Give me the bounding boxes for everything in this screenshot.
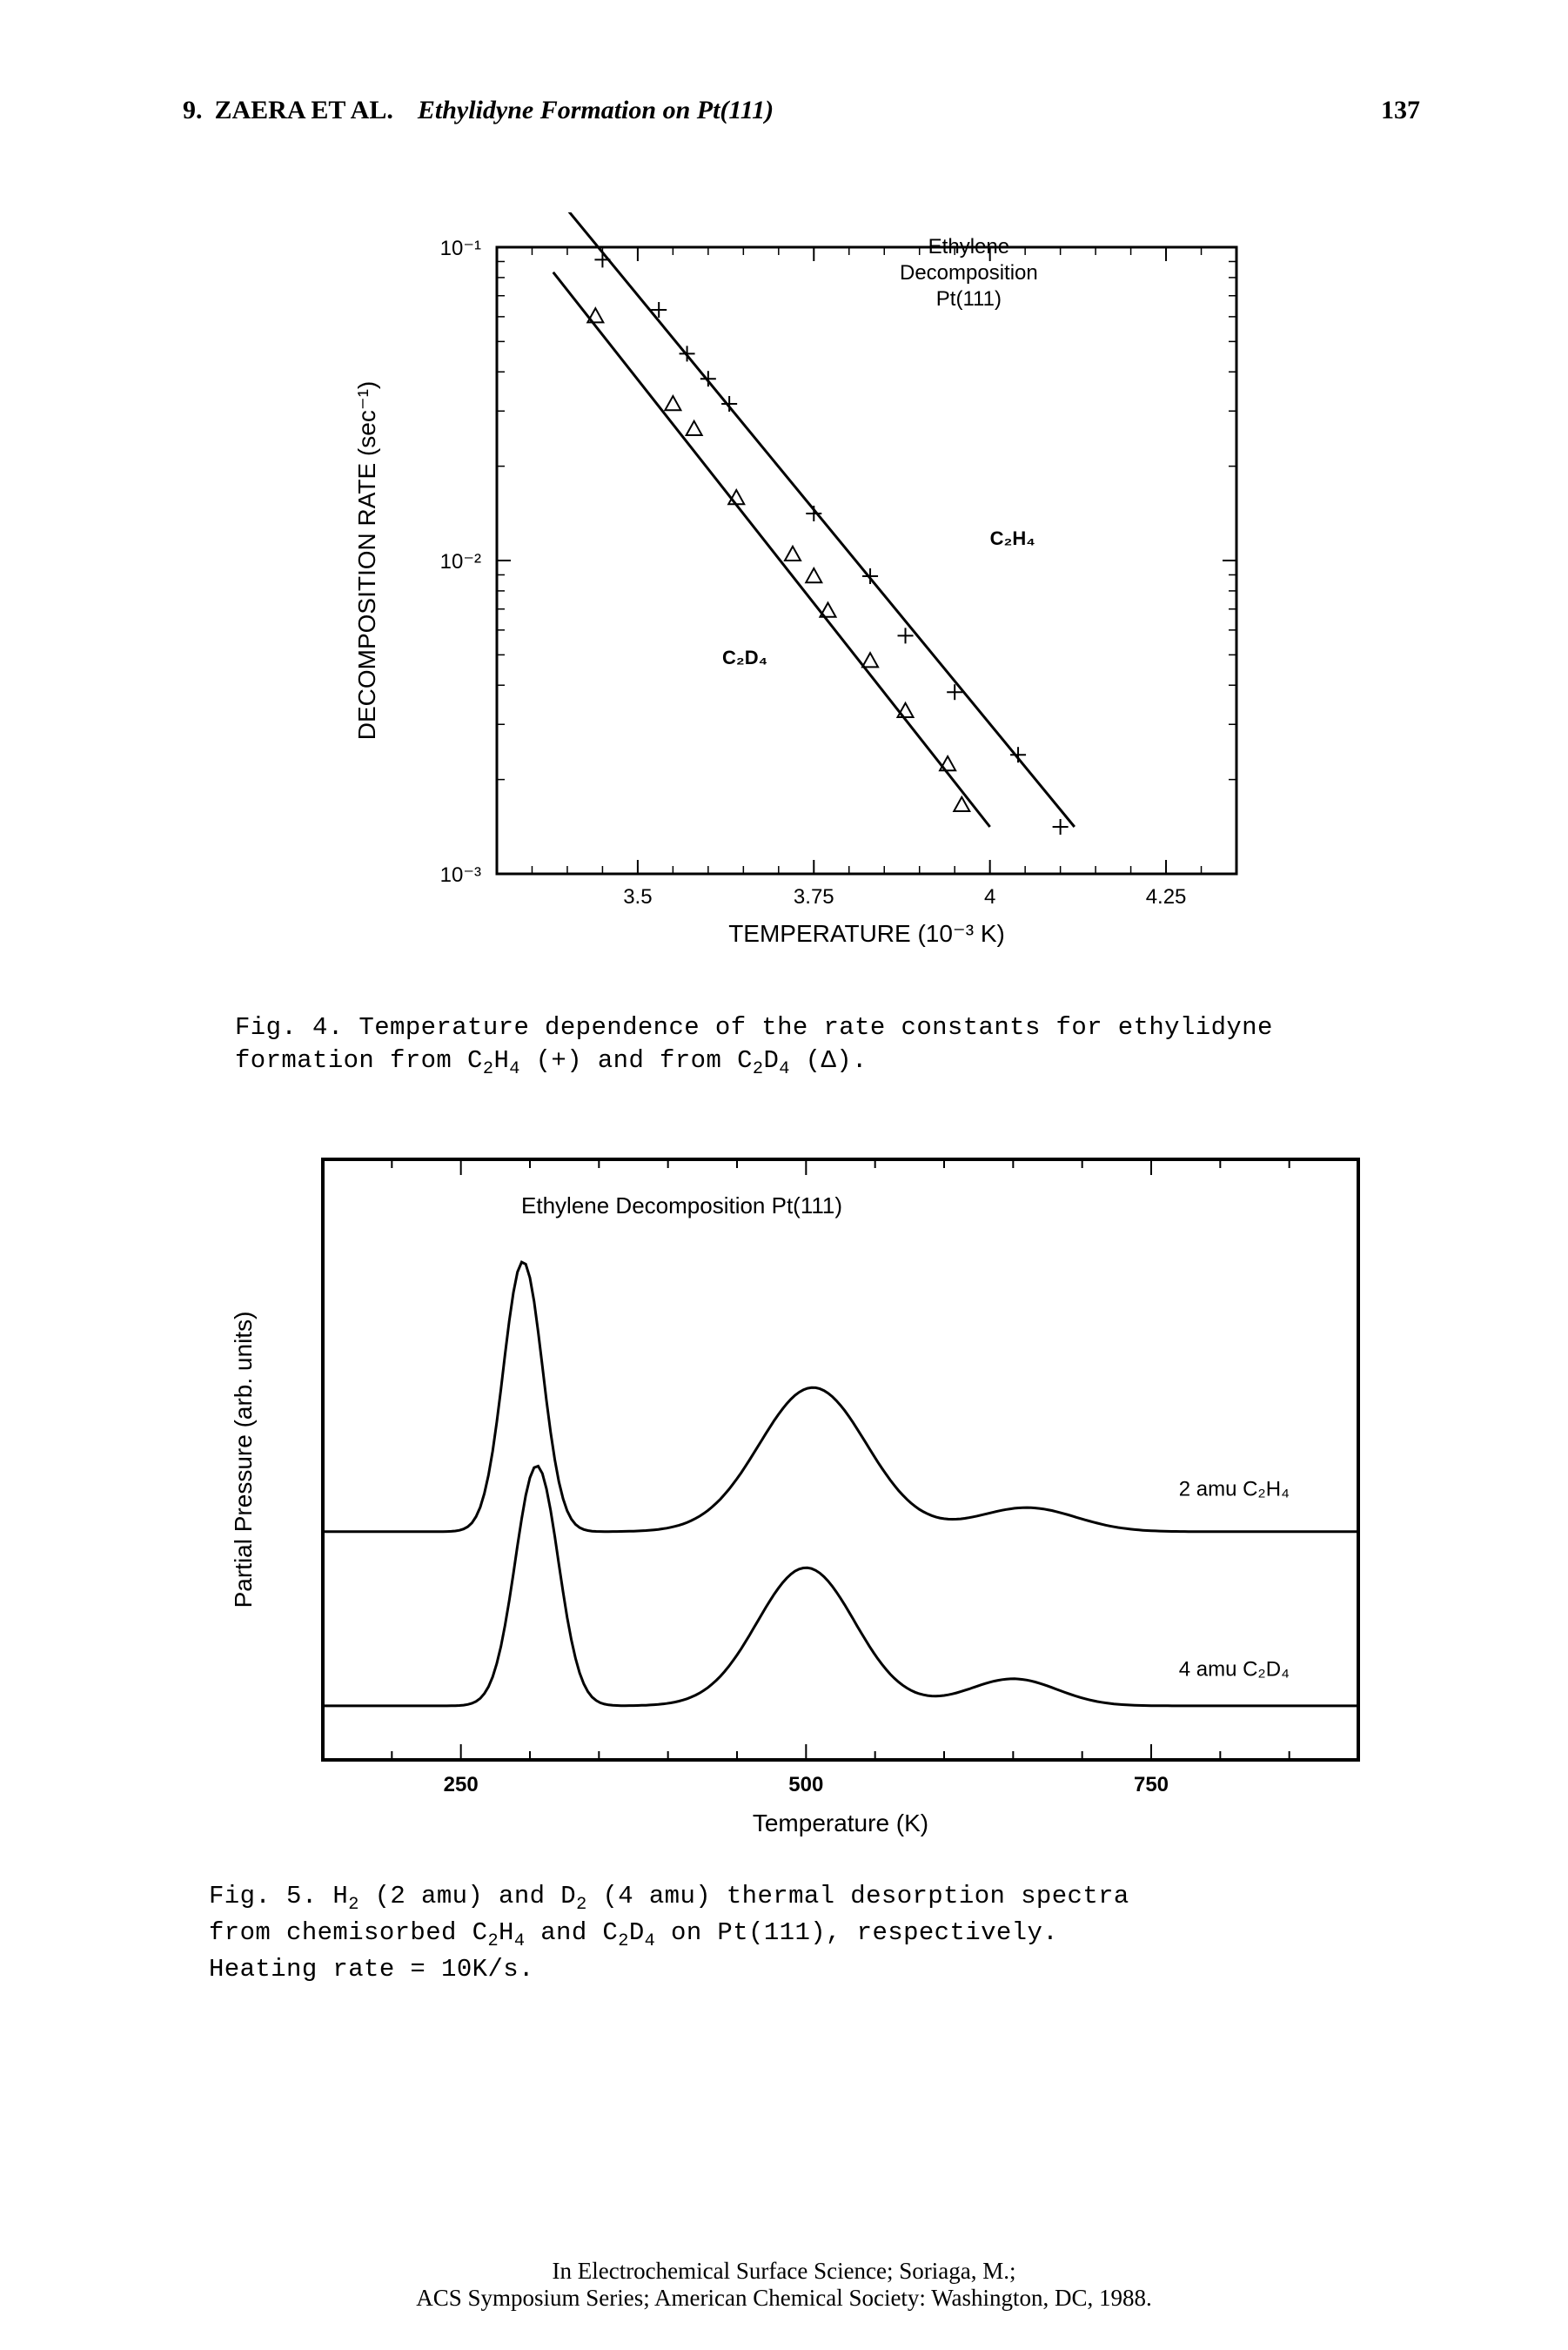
fig5-c2a: from chemisorbed C <box>209 1918 487 1947</box>
fig4-chart: 10⁻³ 10⁻² 10⁻¹ 3.5 3.75 4 4.25 TEMPERATURE (10⁻… <box>323 212 1280 987</box>
fig5-c3: Heating rate = 10K/s. <box>209 1955 534 1984</box>
svg-text:C₂D₄: C₂D₄ <box>722 647 767 668</box>
fig5-c1a: Fig. 5. H <box>209 1882 348 1910</box>
chapter-number: 9. <box>183 96 203 125</box>
fig4-caption-part2: (+) and from C <box>520 1046 753 1075</box>
fig5-c2b: and C <box>525 1918 618 1947</box>
fig5-caption: Fig. 5. H2 (2 amu) and D2 (4 amu) therma… <box>209 1880 1394 1986</box>
svg-text:Pt(111): Pt(111) <box>936 287 1002 311</box>
header-authors: ZAERA ET AL. <box>215 96 393 125</box>
svg-text:DECOMPOSITION RATE (sec⁻¹): DECOMPOSITION RATE (sec⁻¹) <box>353 381 380 741</box>
svg-text:10⁻³: 10⁻³ <box>440 863 481 887</box>
figure-4: 10⁻³ 10⁻² 10⁻¹ 3.5 3.75 4 4.25 TEMPERATURE (10⁻… <box>183 212 1420 987</box>
fig5-c1b: (2 amu) and D <box>359 1882 576 1910</box>
svg-text:3.75: 3.75 <box>794 885 834 909</box>
svg-text:4 amu C₂D₄: 4 amu C₂D₄ <box>1179 1657 1290 1681</box>
fig4-caption-part3: (Δ). <box>790 1046 868 1075</box>
svg-text:750: 750 <box>1134 1773 1169 1796</box>
fig5-c2c: on Pt(111), respectively. <box>655 1918 1058 1947</box>
svg-text:Temperature (K): Temperature (K) <box>753 1810 928 1836</box>
page: 9. ZAERA ET AL. Ethylidyne Formation on … <box>0 0 1568 2350</box>
page-number: 137 <box>1381 96 1420 125</box>
svg-text:250: 250 <box>444 1773 479 1796</box>
figure-5: 250 500 750 Temperature (K) Partial Pressure… <box>183 1133 1420 1856</box>
svg-text:10⁻¹: 10⁻¹ <box>440 237 481 260</box>
fig5-chart: 250 500 750 Temperature (K) Partial Pressure… <box>201 1133 1402 1856</box>
svg-text:4.25: 4.25 <box>1146 885 1187 909</box>
svg-text:500: 500 <box>788 1773 823 1796</box>
page-footer: In Electrochemical Surface Science; Sori… <box>0 2258 1568 2312</box>
svg-text:4: 4 <box>984 885 995 909</box>
svg-text:Partial Pressure (arb. units): Partial Pressure (arb. units) <box>230 1311 257 1608</box>
running-header: 9. ZAERA ET AL. Ethylidyne Formation on … <box>183 96 1420 125</box>
footer-line1: In Electrochemical Surface Science; Sori… <box>0 2258 1568 2285</box>
svg-text:3.5: 3.5 <box>623 885 652 909</box>
svg-text:Ethylene Decomposition Pt(111: Ethylene Decomposition Pt(111) <box>521 1192 842 1219</box>
svg-text:Ethylene: Ethylene <box>928 235 1009 258</box>
svg-text:C₂H₄: C₂H₄ <box>990 527 1035 549</box>
footer-line2: ACS Symposium Series; American Chemical … <box>0 2285 1568 2312</box>
svg-text:2 amu C₂H₄: 2 amu C₂H₄ <box>1179 1477 1290 1501</box>
fig4-caption: Fig. 4. Temperature dependence of the ra… <box>235 1011 1368 1081</box>
header-title: Ethylidyne Formation on Pt(111) <box>418 96 774 125</box>
svg-text:TEMPERATURE (10⁻³ K): TEMPERATURE (10⁻³ K) <box>728 920 1005 947</box>
fig5-c1c: (4 amu) thermal desorption spectra <box>587 1882 1129 1910</box>
svg-text:10⁻²: 10⁻² <box>440 550 481 574</box>
svg-text:Decomposition: Decomposition <box>900 261 1038 285</box>
